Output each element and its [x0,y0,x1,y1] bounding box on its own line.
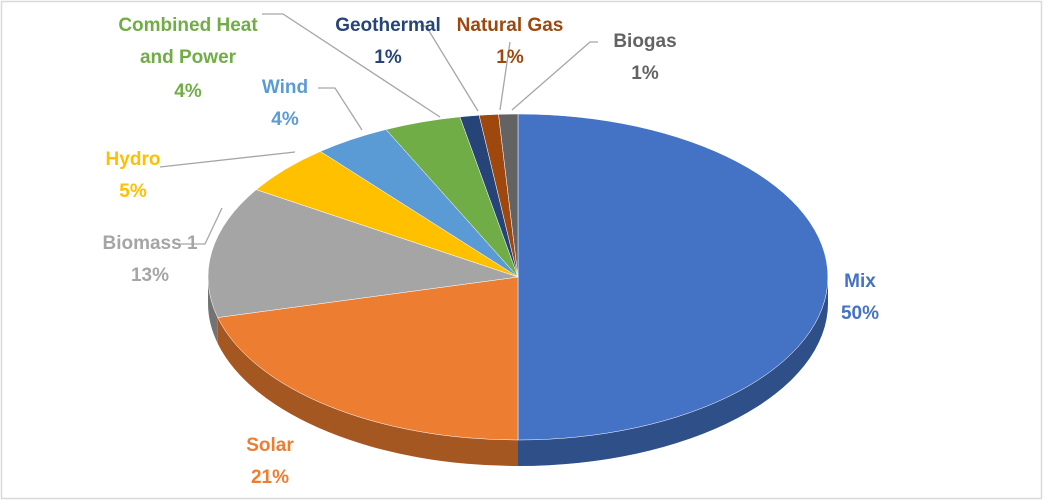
data-label-name: Combined Heat and Power [118,15,258,68]
data-label-value: 1% [496,47,524,68]
leader-line [262,13,441,118]
slice [207,189,519,318]
slice [498,113,519,278]
data-label-value: 1% [374,47,402,68]
data-label-value: 13% [131,265,169,286]
slice-side-shade [217,317,518,466]
leader-line [511,41,598,111]
data-label-name: Hydro [106,149,161,170]
data-label-name: Wind [262,77,308,98]
slice-side-shade [518,277,828,466]
label-line: Combined Heat [118,15,258,36]
data-label-name: Mix [844,271,876,292]
slice-side-shade [208,277,218,344]
slice [517,113,829,441]
slice-side [208,277,218,344]
data-label-name: Biogas [613,31,676,52]
data-label-value: 5% [119,181,147,202]
data-label-name: Natural Gas [457,15,564,36]
data-label-name: Solar [246,435,294,456]
slice-side [217,317,518,466]
label-line: and Power [140,47,237,68]
data-label-name: Geothermal [335,15,441,36]
data-label-value: 21% [251,467,289,488]
data-label-value: 4% [174,81,202,102]
leader-line [176,207,223,245]
data-label-name: Biomass 1 [102,233,197,254]
leader-line [159,151,296,168]
slice [217,276,519,441]
leader-line [318,87,363,131]
leader-line [499,41,511,111]
leader-line [420,25,479,112]
slice-side [518,277,828,466]
data-label-value: 4% [271,109,299,130]
data-label-value: 1% [631,63,659,84]
data-label-value: 50% [841,303,879,324]
